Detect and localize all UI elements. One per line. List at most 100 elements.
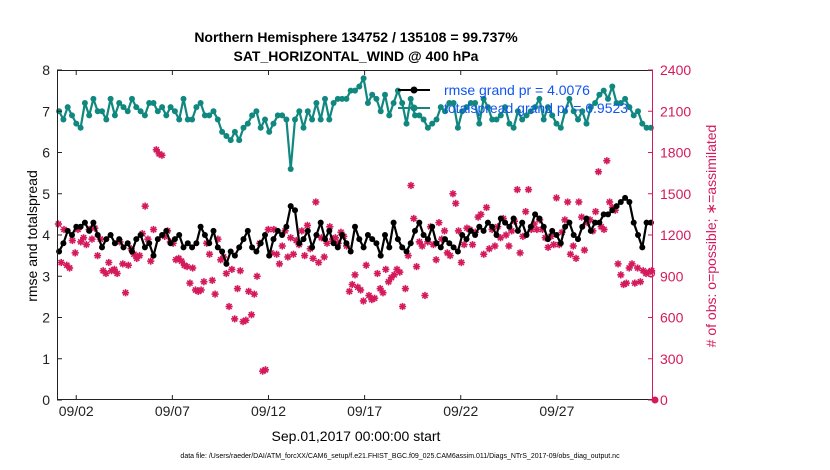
totalspread-point <box>412 112 418 119</box>
obs-point <box>362 261 370 269</box>
obs-point <box>410 214 418 223</box>
totalspread-point <box>442 108 448 115</box>
rmse-point <box>120 244 127 251</box>
obs-point <box>68 236 76 245</box>
rmse-point <box>219 248 226 255</box>
rmse-point <box>420 232 427 238</box>
rmse-point <box>339 232 346 238</box>
obs-point <box>253 272 261 280</box>
y-tick-label-left: 6 <box>42 145 50 161</box>
rmse-point <box>86 227 93 234</box>
obs-point <box>65 264 74 272</box>
obs-point <box>189 264 197 272</box>
totalspread-point <box>476 120 483 127</box>
rmse-point <box>249 244 256 251</box>
rmse-point <box>330 240 337 247</box>
legend-label-totalspread: totalspread grand pr = 6.9523 <box>444 100 628 116</box>
rmse-point <box>442 236 448 243</box>
totalspread-point <box>493 116 500 123</box>
obs-point <box>121 289 130 297</box>
obs-point <box>222 269 230 278</box>
y-ticks-left: 0 1 2 3 4 5 6 7 8 <box>42 62 62 408</box>
obs-point <box>320 253 328 261</box>
obs-point <box>522 208 530 216</box>
totalspread-point <box>514 108 521 115</box>
totalspread-point <box>189 116 196 123</box>
y-tick-label-right: 0 <box>660 392 668 408</box>
rmse-point <box>382 232 388 238</box>
chart-title-line-2: SAT_HORIZONTAL_WIND @ 400 hPa <box>234 48 479 64</box>
rmse-point <box>377 252 384 259</box>
obs-point <box>312 198 320 206</box>
rmse-point <box>484 219 491 226</box>
obs-point <box>345 287 354 295</box>
rmse-point <box>77 223 84 230</box>
rmse-point <box>214 244 221 251</box>
totalspread-point <box>609 83 616 90</box>
rmse-point <box>399 244 406 251</box>
rmse-point <box>201 232 208 238</box>
obs-point <box>516 249 524 257</box>
obs-point <box>242 316 250 324</box>
obs-point <box>592 208 600 216</box>
rmse-point <box>159 232 166 238</box>
totalspread-point <box>373 95 380 102</box>
obs-point <box>158 151 166 159</box>
totalspread-point <box>386 112 393 119</box>
rmse-point <box>231 252 238 259</box>
obs-point <box>141 202 149 210</box>
totalspread-point <box>94 108 101 115</box>
chart-title-line-1: Northern Hemisphere 134752 / 135108 = 99… <box>194 29 518 45</box>
rmse-point <box>300 236 307 243</box>
rmse-point <box>111 240 118 247</box>
totalspread-point <box>617 100 624 106</box>
rmse-point <box>206 240 213 247</box>
totalspread-point <box>600 87 607 94</box>
totalspread-point <box>60 116 67 123</box>
totalspread-point <box>566 95 573 102</box>
rmse-point <box>103 236 110 243</box>
obs-point <box>359 297 367 305</box>
totalspread-point <box>81 100 88 106</box>
totalspread-point <box>622 95 629 102</box>
rmse-point <box>579 223 586 230</box>
rmse-point <box>592 219 599 226</box>
rmse-point <box>510 215 517 222</box>
y-tick-label-left: 8 <box>42 62 50 78</box>
obs-point <box>435 219 443 227</box>
obs-point <box>331 234 340 242</box>
obs-point <box>594 168 603 176</box>
rmse-point <box>587 227 594 234</box>
obs-point <box>396 268 404 276</box>
obs-point <box>303 221 312 229</box>
rmse-point <box>73 223 80 230</box>
x-axis-label: Sep.01,2017 00:00:00 start <box>272 428 441 444</box>
totalspread-point <box>605 95 611 102</box>
rmse-point <box>514 227 521 234</box>
rmse-point <box>643 219 650 226</box>
totalspread-point <box>549 112 556 119</box>
totalspread-point <box>141 112 148 119</box>
rmse-point <box>184 240 191 247</box>
x-tick-label: 09/12 <box>251 403 286 419</box>
obs-point <box>102 269 110 278</box>
obs-point <box>452 199 460 207</box>
totalspread-point <box>73 120 80 127</box>
rmse-point <box>386 244 393 251</box>
obs-point <box>225 302 233 311</box>
totalspread-point <box>266 128 273 135</box>
rmse-point <box>476 223 483 230</box>
totalspread-point <box>176 116 183 123</box>
obs-point <box>460 241 468 249</box>
rmse-point <box>360 244 367 251</box>
rmse-point <box>133 236 140 243</box>
rmse-point <box>373 240 380 247</box>
obs-point <box>566 250 575 258</box>
obs-point <box>513 186 521 194</box>
obs-point <box>57 258 65 267</box>
obs-point <box>614 260 622 268</box>
rmse-point <box>253 248 260 255</box>
rmse-point <box>81 219 88 226</box>
legend-marker-totalspread <box>410 104 418 112</box>
totalspread-point <box>262 116 268 123</box>
